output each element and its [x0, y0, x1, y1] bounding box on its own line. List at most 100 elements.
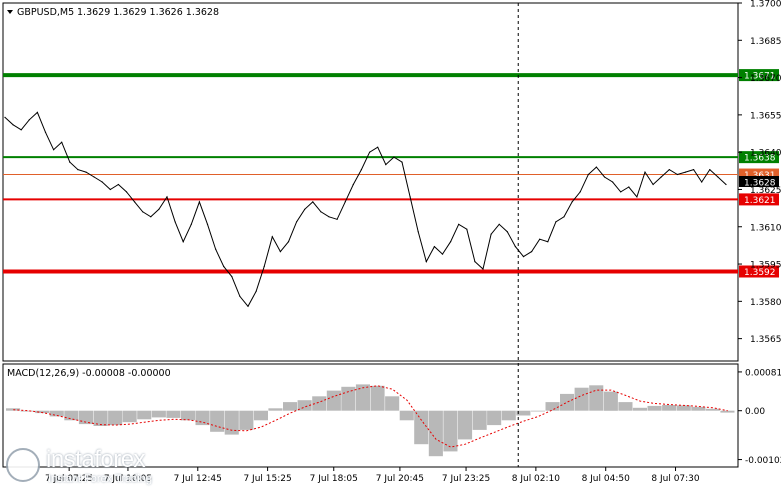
price-point	[28, 119, 30, 121]
macd-histogram-bar	[6, 408, 21, 411]
price-point	[142, 211, 144, 213]
time-tick-label: 7 Jul 10:05	[104, 474, 152, 484]
price-point	[134, 201, 136, 203]
price-point	[377, 146, 379, 148]
price-point	[636, 196, 638, 198]
price-point	[579, 191, 581, 193]
current-price-text: 1.3628	[744, 179, 776, 189]
price-point	[668, 169, 670, 171]
macd-histogram-bar	[137, 410, 152, 420]
price-point	[409, 196, 411, 198]
price-point	[482, 268, 484, 270]
level-tag-1.3592	[739, 265, 779, 278]
level-tag-text: 1.3592	[744, 268, 776, 278]
macd-histogram-bar	[603, 391, 618, 411]
price-point	[263, 265, 265, 268]
price-point	[676, 173, 679, 176]
current-price-tag	[739, 176, 779, 187]
price-point	[328, 216, 330, 218]
price-point	[385, 164, 387, 166]
price-point	[539, 238, 541, 240]
price-point	[522, 256, 525, 258]
macd-histogram-bar	[399, 410, 414, 421]
price-point	[255, 290, 257, 292]
level-tag-1.3671	[739, 69, 779, 82]
time-tick-label: 7 Jul 23:25	[442, 474, 490, 484]
price-line	[4, 111, 727, 308]
macd-tick-label: -0.00102	[745, 456, 781, 466]
macd-histogram-bar	[428, 410, 443, 457]
macd-histogram-bar	[239, 410, 254, 430]
price-point	[174, 221, 176, 223]
price-point	[571, 201, 573, 203]
time-tick-label: 7 Jul 18:05	[310, 474, 358, 484]
macd-histogram-bar	[530, 410, 545, 412]
macd-histogram-bar	[210, 410, 225, 432]
price-tick-label: 1.3565	[750, 335, 781, 345]
level-tag-text: 1.3671	[744, 72, 776, 82]
price-point	[660, 176, 662, 178]
time-tick-label: 8 Jul 07:30	[651, 474, 700, 484]
macd-histogram-bar	[224, 410, 239, 435]
macd-histogram-bar	[720, 410, 735, 413]
price-point	[531, 251, 533, 253]
macd-histogram-bar	[676, 405, 691, 411]
price-point	[158, 208, 160, 210]
price-point	[603, 176, 606, 178]
price-point	[239, 295, 241, 297]
macd-histogram-bar	[64, 410, 79, 421]
macd-histogram-bar	[385, 396, 400, 411]
price-point	[44, 131, 47, 133]
macd-series	[6, 384, 735, 457]
price-point	[247, 305, 249, 307]
macd-histogram-bar	[647, 405, 662, 411]
price-point	[312, 201, 314, 203]
price-tick-label: 1.3580	[750, 298, 781, 308]
time-tick-label: 7 Jul 20:45	[376, 474, 424, 484]
macd-histogram-bar	[458, 410, 473, 440]
price-point	[287, 241, 290, 243]
price-point	[125, 191, 128, 193]
macd-histogram-bar	[268, 408, 283, 411]
price-point	[498, 223, 500, 225]
macd-histogram-bar	[501, 410, 516, 421]
macd-histogram-bar	[545, 402, 560, 411]
macd-histogram-bar	[472, 410, 487, 430]
macd-histogram-bar	[705, 408, 720, 411]
price-point	[36, 111, 39, 113]
macd-histogram-bar	[108, 410, 123, 426]
macd-histogram-bar	[370, 385, 385, 411]
price-point	[474, 261, 476, 263]
thin-tag-1.3631	[739, 168, 779, 180]
price-point	[215, 248, 217, 250]
macd-histogram-bar	[122, 410, 137, 423]
price-point	[320, 211, 322, 213]
macd-histogram-bar	[195, 410, 210, 426]
price-point	[425, 261, 427, 263]
time-tick-label: 7 Jul 07:25	[45, 474, 93, 484]
price-point	[612, 181, 614, 183]
collapse-triangle-icon[interactable]	[7, 10, 13, 14]
price-point	[231, 275, 233, 278]
price-panel-frame	[2, 2, 739, 362]
macd-tick-label: 0.00081	[745, 368, 781, 378]
macd-histogram-bar	[297, 400, 312, 411]
price-point	[166, 196, 168, 198]
macd-histogram-bar	[443, 410, 458, 452]
price-point	[223, 265, 225, 268]
symbol-label: GBPUSD,M5	[17, 7, 74, 18]
price-point	[709, 169, 711, 171]
price-point	[701, 181, 703, 183]
price-point	[401, 161, 403, 163]
instaforex-watermark: instaforex Instant Forex Trading	[6, 446, 181, 486]
macd-histogram-bar	[487, 410, 502, 426]
price-point	[85, 171, 87, 173]
price-point	[77, 169, 79, 171]
price-point	[344, 201, 346, 203]
price-point	[150, 216, 152, 218]
price-point	[466, 228, 468, 230]
price-point	[69, 161, 71, 163]
time-tick-label: 7 Jul 12:45	[174, 474, 222, 484]
